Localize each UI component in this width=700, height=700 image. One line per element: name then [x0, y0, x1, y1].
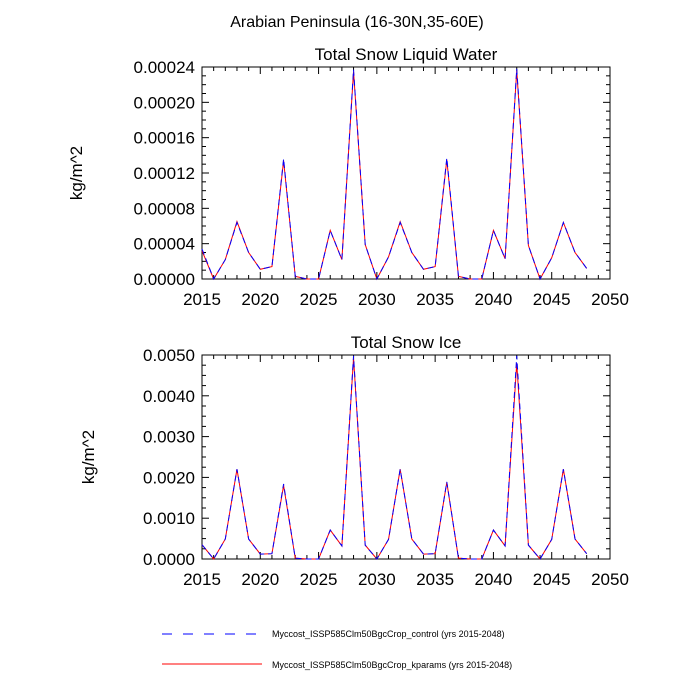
y-tick-label: 0.0000 — [143, 550, 195, 569]
y-tick-label: 0.00024 — [134, 58, 195, 77]
y-axis-label: kg/m^2 — [67, 146, 86, 200]
y-tick-label: 0.0050 — [143, 346, 195, 365]
x-tick-label: 2015 — [183, 290, 221, 309]
x-tick-label: 2045 — [533, 570, 571, 589]
y-axis-label: kg/m^2 — [79, 430, 98, 484]
x-tick-label: 2015 — [183, 570, 221, 589]
y-tick-label: 0.00020 — [134, 93, 195, 112]
y-tick-label: 0.0010 — [143, 509, 195, 528]
series-line-kparams — [201, 70, 588, 281]
legend: Myccost_ISSP585Clm50BgcCrop_control (yrs… — [162, 629, 512, 670]
x-tick-label: 2050 — [591, 570, 629, 589]
y-tick-label: 0.0030 — [143, 428, 195, 447]
series-line-control — [201, 355, 588, 560]
x-tick-label: 2030 — [358, 290, 396, 309]
x-tick-label: 2040 — [475, 290, 513, 309]
plot-frame — [201, 66, 611, 280]
x-tick-label: 2035 — [416, 290, 454, 309]
figure-title: Arabian Peninsula (16-30N,35-60E) — [230, 14, 483, 31]
panel-snow-ice: Total Snow Ice kg/m^2 2015 2020 2025 2030 2035… — [79, 333, 629, 589]
x-tick-label: 2040 — [475, 570, 513, 589]
plot-frame — [201, 354, 611, 560]
x-tick-label: 2025 — [300, 570, 338, 589]
y-tick-label: 0.0020 — [143, 468, 195, 487]
chart-title: Total Snow Liquid Water — [315, 45, 498, 64]
x-tick-label: 2035 — [416, 570, 454, 589]
y-tick-label: 0.00004 — [134, 235, 195, 254]
series-line-kparams — [201, 357, 588, 560]
y-tick-label: 0.00012 — [134, 164, 195, 183]
x-tick-label: 2045 — [533, 290, 571, 309]
legend-label-kparams: Myccost_ISSP585Clm50BgcCrop_kparams (yrs… — [272, 660, 512, 670]
y-tick-label: 0.0040 — [143, 387, 195, 406]
x-tick-label: 2020 — [241, 570, 279, 589]
y-tick-label: 0.00016 — [134, 129, 195, 148]
chart-title: Total Snow Ice — [351, 333, 462, 352]
series-line-control — [201, 68, 588, 281]
y-tick-label: 0.00008 — [134, 199, 195, 218]
x-tick-label: 2025 — [300, 290, 338, 309]
y-tick-label: 0.00000 — [134, 270, 195, 289]
legend-label-control: Myccost_ISSP585Clm50BgcCrop_control (yrs… — [272, 629, 505, 639]
panel-snow-liquid-water: Total Snow Liquid Water kg/m^2 2015 2020 202… — [67, 45, 629, 309]
x-tick-label: 2050 — [591, 290, 629, 309]
x-tick-label: 2020 — [241, 290, 279, 309]
x-tick-label: 2030 — [358, 570, 396, 589]
